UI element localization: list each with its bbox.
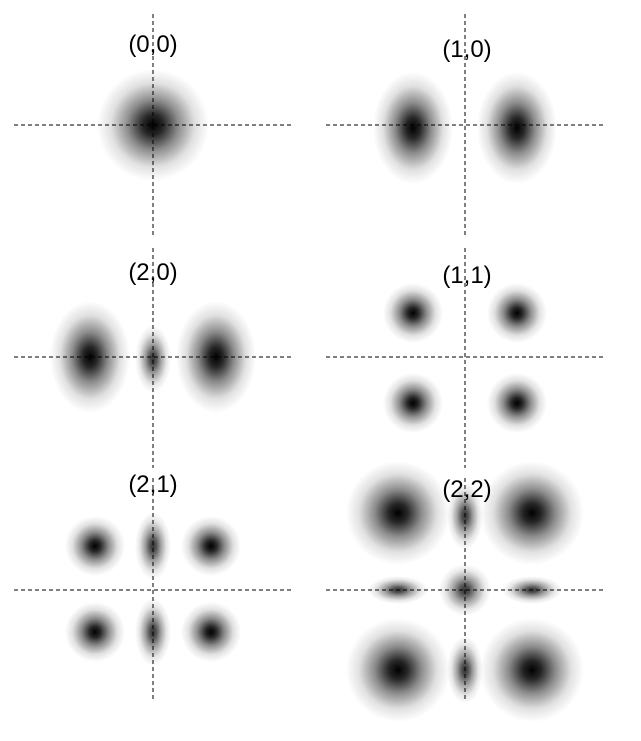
intensity-lobe bbox=[97, 69, 209, 181]
intensity-lobe bbox=[383, 283, 443, 343]
intensity-lobe bbox=[135, 512, 171, 580]
mode-panel: (2,0) bbox=[14, 248, 292, 468]
intensity-lobe bbox=[65, 602, 125, 662]
intensity-lobe bbox=[383, 373, 443, 433]
mode-label: (2,2) bbox=[442, 476, 491, 503]
mode-label: (2,0) bbox=[128, 259, 177, 286]
intensity-lobe bbox=[480, 461, 584, 565]
mode-panel: (2,2) bbox=[326, 461, 604, 722]
intensity-lobe bbox=[480, 618, 584, 722]
intensity-lobe bbox=[135, 325, 171, 393]
intensity-lobe bbox=[477, 72, 557, 184]
mode-label: (1,0) bbox=[442, 36, 491, 63]
mode-panel: (0,0) bbox=[14, 14, 292, 235]
intensity-lobe bbox=[181, 602, 241, 662]
intensity-lobe bbox=[50, 301, 130, 413]
mode-panel: (1,0) bbox=[326, 14, 604, 235]
mode-label: (1,1) bbox=[442, 262, 491, 289]
intensity-lobe bbox=[181, 516, 241, 576]
intensity-lobe bbox=[176, 301, 256, 413]
intensity-lobe bbox=[487, 373, 547, 433]
mode-label: (0,0) bbox=[128, 31, 177, 58]
mode-panel: (2,1) bbox=[14, 471, 292, 700]
intensity-lobe bbox=[65, 516, 125, 576]
intensity-lobe bbox=[346, 618, 450, 722]
intensity-lobe bbox=[373, 72, 453, 184]
mode-label: (2,1) bbox=[128, 471, 177, 498]
mode-panel: (1,1) bbox=[326, 248, 604, 468]
intensity-lobe bbox=[346, 461, 450, 565]
intensity-lobe bbox=[487, 283, 547, 343]
